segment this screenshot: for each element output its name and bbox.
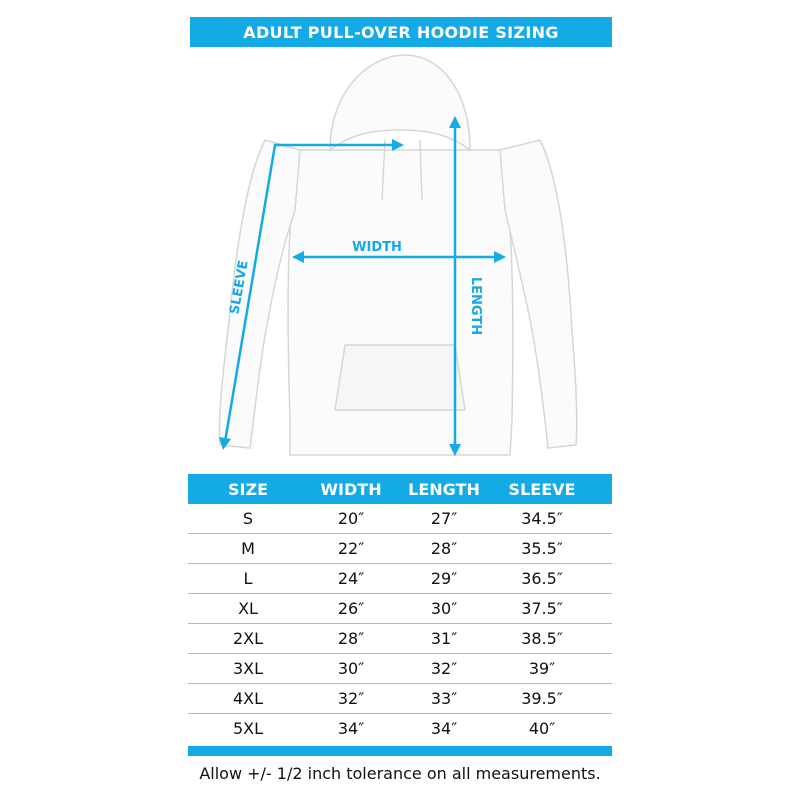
cell-length: 31″ [430,629,458,648]
cell-length: 33″ [430,689,458,708]
cell-width: 22″ [337,539,365,558]
width-arrow-right-head [494,251,506,263]
cell-size: XL [238,599,258,618]
table-row: M 22″ 28″ 35.5″ [188,534,612,564]
measurement-arrows [219,116,506,456]
table-row: L 24″ 29″ 36.5″ [188,564,612,594]
cell-length: 28″ [430,539,458,558]
tolerance-note: Allow +/- 1/2 inch tolerance on all meas… [199,764,601,783]
cell-sleeve: 39.5″ [521,689,563,708]
cell-size: 5XL [232,719,264,738]
cell-size: L [243,569,253,588]
table-row: XL 26″ 30″ 37.5″ [188,594,612,624]
header-length: LENGTH [408,479,480,499]
width-arrow-left-head [292,251,304,263]
cell-length: 30″ [430,599,458,618]
table-row: 3XL 30″ 32″ 39″ [188,654,612,684]
cell-size: S [242,509,254,528]
cell-size: 4XL [232,689,264,708]
cell-width: 30″ [337,659,365,678]
table-bottom-bar [188,746,612,756]
cell-size: 3XL [232,659,264,678]
size-table: SIZE WIDTH LENGTH SLEEVE S 20″ 27″ 34.5″ M 22… [188,474,612,756]
cell-width: 20″ [337,509,365,528]
table-row: 5XL 34″ 34″ 40″ [188,714,612,743]
cell-size: M [241,539,255,558]
cell-width: 32″ [337,689,365,708]
cell-width: 24″ [337,569,365,588]
header-sleeve: SLEEVE [508,479,576,499]
title-banner: ADULT PULL-OVER HOODIE SIZING [190,17,612,47]
sleeve-arrow [223,143,396,443]
header-size: SIZE [227,479,268,499]
table-row: 2XL 28″ 31″ 38.5″ [188,624,612,654]
hoodie-diagram: WIDTH LENGTH SLEEVE [218,54,578,456]
cell-size: 2XL [232,629,264,648]
cell-length: 34″ [430,719,458,738]
length-arrow-bottom-head [449,444,461,456]
cell-sleeve: 40″ [528,719,556,738]
cell-length: 29″ [430,569,458,588]
table-header: SIZE WIDTH LENGTH SLEEVE [188,474,612,504]
cell-sleeve: 35.5″ [521,539,563,558]
cell-length: 27″ [430,509,458,528]
header-width: WIDTH [320,479,382,499]
hoodie-illustration [218,54,578,456]
cell-width: 28″ [337,629,365,648]
sleeve-arrow-bottom-head [219,437,231,450]
cell-sleeve: 38.5″ [521,629,563,648]
cell-sleeve: 39″ [528,659,556,678]
cell-width: 34″ [337,719,365,738]
cell-sleeve: 37.5″ [521,599,563,618]
width-label: WIDTH [352,240,402,255]
length-label: LENGTH [468,277,483,335]
sleeve-arrow-top-head [392,139,404,151]
cell-sleeve: 34.5″ [521,509,563,528]
cell-width: 26″ [337,599,365,618]
table-row: 4XL 32″ 33″ 39.5″ [188,684,612,714]
table-row: S 20″ 27″ 34.5″ [188,504,612,534]
cell-length: 32″ [430,659,458,678]
length-arrow-top-head [449,116,461,128]
cell-sleeve: 36.5″ [521,569,563,588]
